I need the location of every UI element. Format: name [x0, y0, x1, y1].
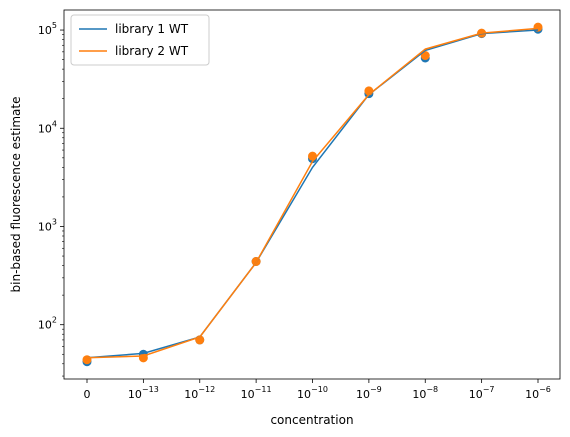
series-line-1 [86, 29, 539, 359]
legend: library 1 WT library 2 WT [70, 14, 210, 66]
x-axis: 0 10−13 10−12 10−11 10−10 10−9 10−8 10−7 10−6 [84, 379, 551, 401]
x-tick-label: 10−8 [412, 385, 438, 401]
x-tick-label: 10−7 [469, 385, 495, 401]
y-tick-label: 104 [38, 119, 57, 135]
y-axis-label: bin-based fluorescence estimate [9, 97, 23, 293]
y-axis: 102 103 104 105 [38, 21, 64, 377]
x-tick-label: 10−12 [184, 385, 215, 401]
x-tick-label: 10−9 [356, 385, 382, 401]
data-point-series-2 [82, 355, 92, 365]
x-tick-label: 10−13 [128, 385, 159, 401]
series-line-2 [86, 27, 539, 359]
data-point-series-2 [420, 51, 430, 61]
y-tick-label: 105 [38, 21, 57, 37]
legend-box [70, 14, 210, 66]
x-tick-label: 10−10 [297, 385, 328, 401]
x-tick-label: 10−11 [241, 385, 272, 401]
x-tick-label: 0 [84, 388, 91, 401]
y-tick-label: 102 [38, 316, 57, 332]
series-layer [82, 22, 543, 367]
x-tick-label: 10−6 [525, 385, 551, 401]
x-axis-label: concentration [270, 413, 353, 427]
y-tick-label: 103 [38, 217, 57, 233]
legend-label-library-2: library 2 WT [115, 44, 189, 58]
legend-label-library-1: library 1 WT [115, 22, 189, 36]
data-point-series-2 [308, 151, 317, 161]
plot-frame [63, 9, 561, 380]
